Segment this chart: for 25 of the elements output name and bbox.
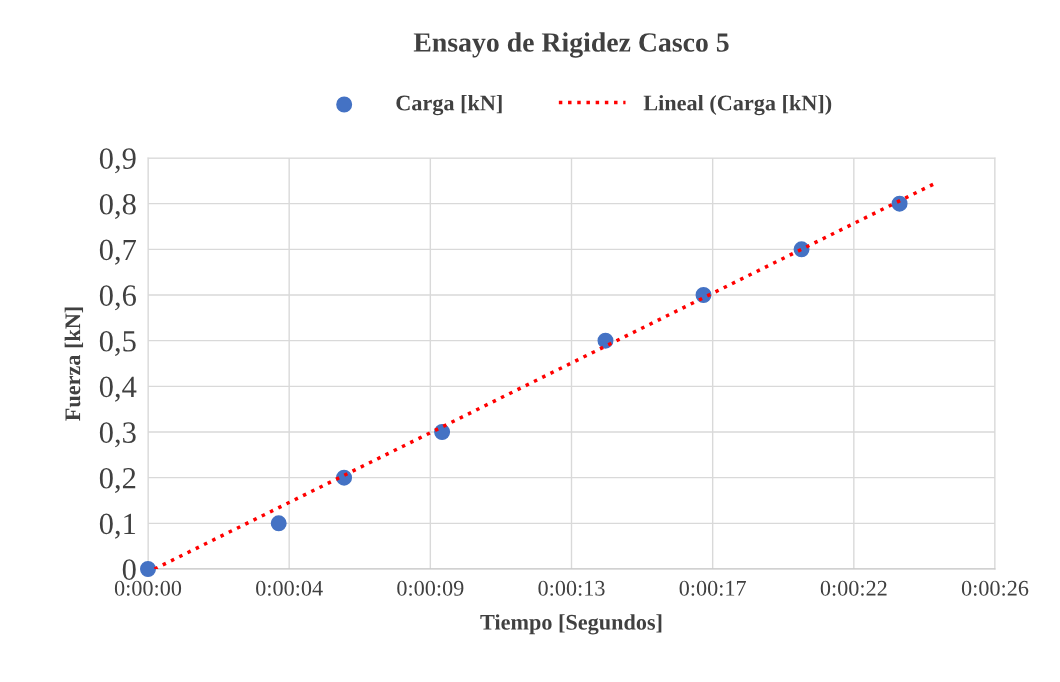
chart-title: Ensayo de Rigidez Casco 5 bbox=[413, 32, 729, 58]
y-tick-label: 0,6 bbox=[99, 285, 136, 311]
x-tick-label: 0:00:13 bbox=[538, 580, 605, 596]
point bbox=[140, 561, 156, 577]
y-tick-label: 0,2 bbox=[99, 467, 136, 493]
y-tick-label: 0,5 bbox=[99, 330, 136, 356]
y-axis-title: Fuerza [kN] bbox=[64, 307, 84, 421]
x-tick-label: 0:00:22 bbox=[820, 580, 887, 596]
y-tick-label: 0 bbox=[122, 559, 136, 580]
point bbox=[891, 195, 908, 212]
y-tick-label: 0,1 bbox=[99, 513, 136, 539]
y-tick-label: 0,9 bbox=[99, 148, 136, 174]
y-tick-label: 0,3 bbox=[99, 422, 136, 448]
x-axis-title: Tiempo [Segundos] bbox=[480, 614, 662, 635]
y-tick-label: 0,4 bbox=[99, 376, 137, 402]
x-tick-label: 0:00:04 bbox=[256, 580, 323, 596]
point bbox=[270, 515, 287, 532]
y-tick-label: 0,7 bbox=[99, 239, 137, 265]
legend-label: Carga [kN] bbox=[396, 94, 502, 116]
x-tick-label: 0:00:09 bbox=[397, 580, 464, 596]
x-tick-label: 0:00:26 bbox=[961, 580, 1029, 596]
y-tick-label: 0,8 bbox=[99, 193, 136, 219]
legend-label: Lineal (Carga [kN]) bbox=[643, 94, 832, 116]
x-tick-label: 0:00:17 bbox=[679, 580, 746, 596]
x-tick-label: 0:00:00 bbox=[114, 580, 182, 596]
